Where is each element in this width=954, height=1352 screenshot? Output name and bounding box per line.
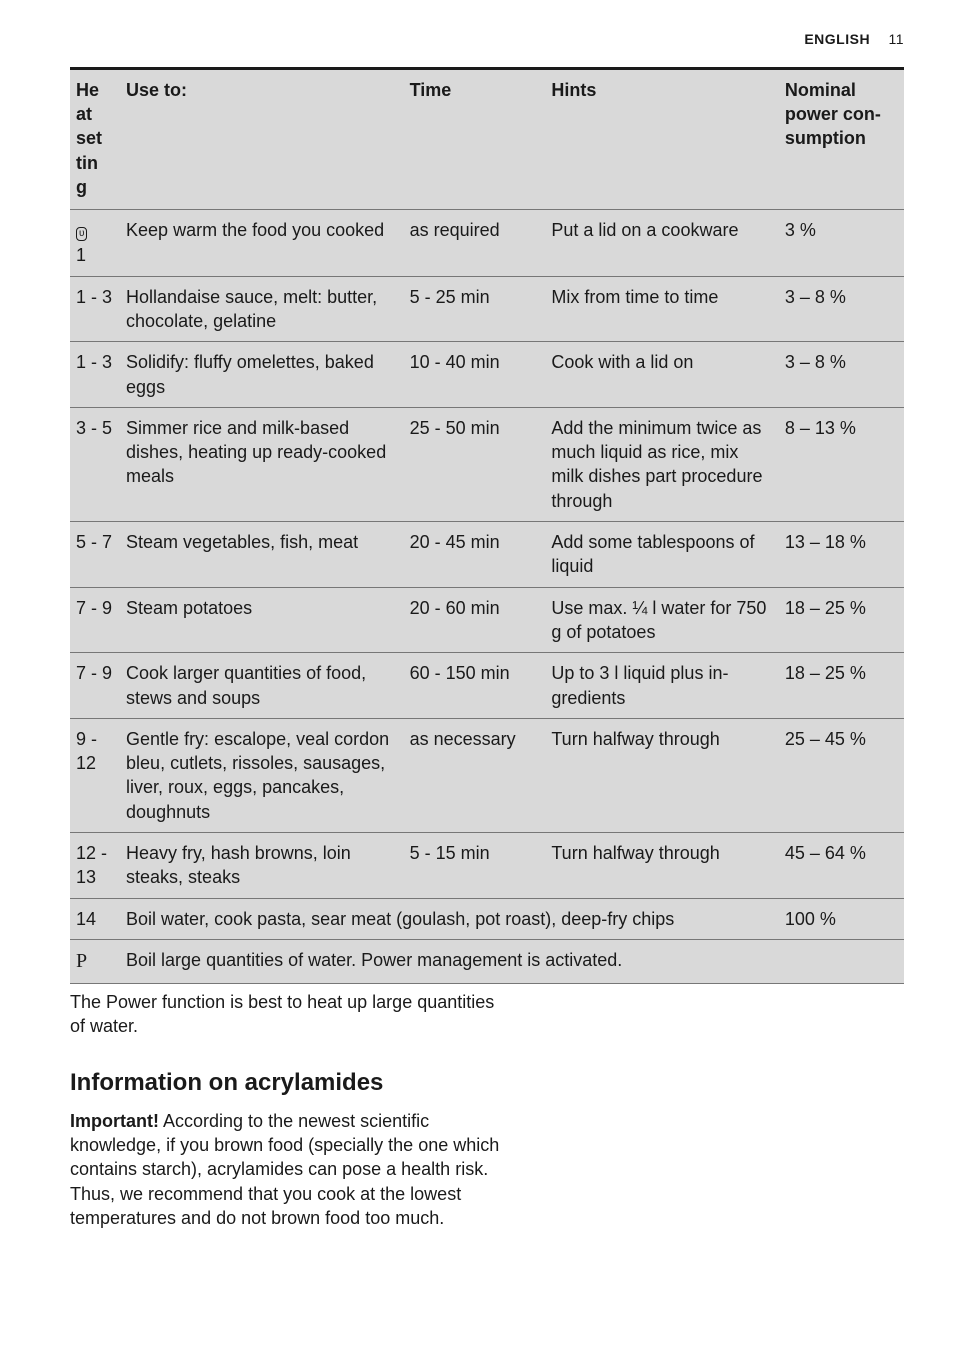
cell-setting: 7 - 9 bbox=[70, 587, 120, 653]
cell-use: Solidify: fluffy omelettes, baked eggs bbox=[120, 342, 404, 408]
cell-use: Hollandaise sauce, melt: butter, chocola… bbox=[120, 276, 404, 342]
cell-time: 20 - 45 min bbox=[404, 522, 546, 588]
cell-setting: 1 - 3 bbox=[70, 276, 120, 342]
cell-setting: 5 - 7 bbox=[70, 522, 120, 588]
cell-hints: Put a lid on a cook­ware bbox=[545, 210, 779, 276]
header-language: ENGLISH bbox=[804, 31, 870, 47]
table-row: 3 - 5Simmer rice and milk-based dishes, … bbox=[70, 407, 904, 521]
cell-setting: 14 bbox=[70, 898, 120, 939]
cell-power: 3 – 8 % bbox=[779, 342, 904, 408]
table-row: 7 - 9Cook larger quantities of food, ste… bbox=[70, 653, 904, 719]
col-hints: Hints bbox=[545, 68, 779, 209]
table-row: 7 - 9Steam potatoes20 - 60 minUse max. ¼… bbox=[70, 587, 904, 653]
cell-power: 3 % bbox=[779, 210, 904, 276]
cell-setting: 7 - 9 bbox=[70, 653, 120, 719]
table-row: P Boil large quantities of water. Power m… bbox=[70, 939, 904, 983]
table-row: 5 - 7Steam vegetables, fish, meat20 - 45… bbox=[70, 522, 904, 588]
cell-setting: P bbox=[70, 939, 120, 983]
cell-use: Heavy fry, hash browns, loin steaks, ste… bbox=[120, 833, 404, 899]
cell-hints: Mix from time to time bbox=[545, 276, 779, 342]
cell-setting: υ1 bbox=[70, 210, 120, 276]
cell-time: 5 - 25 min bbox=[404, 276, 546, 342]
cell-hints: Add some table­spoons of liquid bbox=[545, 522, 779, 588]
post-table-note: The Power function is best to heat up la… bbox=[70, 990, 500, 1039]
cell-time: 25 - 50 min bbox=[404, 407, 546, 521]
cell-use-span: Boil water, cook pasta, sear meat (goula… bbox=[120, 898, 779, 939]
cell-power: 3 – 8 % bbox=[779, 276, 904, 342]
header-page-number: 11 bbox=[888, 31, 904, 47]
important-label: Important! bbox=[70, 1111, 159, 1131]
important-paragraph: Important! According to the newest scien… bbox=[70, 1109, 500, 1230]
cell-power: 8 – 13 % bbox=[779, 407, 904, 521]
cell-power: 18 – 25 % bbox=[779, 587, 904, 653]
cell-use-full: Boil large quantities of water. Power ma… bbox=[120, 939, 904, 983]
table-row: υ1Keep warm the food you cookedas requir… bbox=[70, 210, 904, 276]
cell-hints: Turn halfway through bbox=[545, 718, 779, 832]
cell-use: Simmer rice and milk-based dishes, heati… bbox=[120, 407, 404, 521]
cooking-table: He at set tin g Use to: Time Hints Nomin… bbox=[70, 67, 904, 984]
table-row: 9 - 12Gentle fry: escalope, veal cordon … bbox=[70, 718, 904, 832]
table-row: 1 - 3Solidify: fluffy omelettes, baked e… bbox=[70, 342, 904, 408]
table-row: 1 - 3Hollandaise sauce, melt: butter, ch… bbox=[70, 276, 904, 342]
cell-use: Steam vegetables, fish, meat bbox=[120, 522, 404, 588]
cell-use: Gentle fry: escalope, veal cordon bleu, … bbox=[120, 718, 404, 832]
cell-hints: Turn halfway through bbox=[545, 833, 779, 899]
cell-power: 13 – 18 % bbox=[779, 522, 904, 588]
cell-time: as necessa­ry bbox=[404, 718, 546, 832]
cell-time: 20 - 60 min bbox=[404, 587, 546, 653]
table-header-row: He at set tin g Use to: Time Hints Nomin… bbox=[70, 68, 904, 209]
section-title: Information on acrylamides bbox=[70, 1067, 904, 1099]
cell-time: 10 - 40 min bbox=[404, 342, 546, 408]
cell-power: 100 % bbox=[779, 898, 904, 939]
cell-time: as required bbox=[404, 210, 546, 276]
cell-use: Cook larger quantities of food, stews an… bbox=[120, 653, 404, 719]
cell-power: 25 – 45 % bbox=[779, 718, 904, 832]
cell-setting: 9 - 12 bbox=[70, 718, 120, 832]
cell-power: 45 – 64 % bbox=[779, 833, 904, 899]
cell-setting: 12 - 13 bbox=[70, 833, 120, 899]
cell-hints: Cook with a lid on bbox=[545, 342, 779, 408]
table-row: 12 - 13Heavy fry, hash browns, loin stea… bbox=[70, 833, 904, 899]
cell-setting: 3 - 5 bbox=[70, 407, 120, 521]
col-use-to: Use to: bbox=[120, 68, 404, 209]
page-header: ENGLISH 11 bbox=[70, 30, 904, 49]
cell-use: Keep warm the food you cooked bbox=[120, 210, 404, 276]
col-time: Time bbox=[404, 68, 546, 209]
cell-power: 18 – 25 % bbox=[779, 653, 904, 719]
keep-warm-icon: υ bbox=[76, 227, 87, 241]
cell-hints: Add the minimum twice as much liquid as … bbox=[545, 407, 779, 521]
table-body: υ1Keep warm the food you cookedas requir… bbox=[70, 210, 904, 984]
cell-time: 5 - 15 min bbox=[404, 833, 546, 899]
cell-hints: Use max. ¼ l water for 750 g of potatoes bbox=[545, 587, 779, 653]
col-nominal-power: Nominal power con­sumption bbox=[779, 68, 904, 209]
cell-setting: 1 - 3 bbox=[70, 342, 120, 408]
cell-time: 60 - 150 min bbox=[404, 653, 546, 719]
power-icon: P bbox=[76, 950, 87, 972]
cell-use: Steam potatoes bbox=[120, 587, 404, 653]
col-heat-setting: He at set tin g bbox=[70, 68, 120, 209]
cell-hints: Up to 3 l liquid plus in­gredients bbox=[545, 653, 779, 719]
table-row: 14Boil water, cook pasta, sear meat (gou… bbox=[70, 898, 904, 939]
